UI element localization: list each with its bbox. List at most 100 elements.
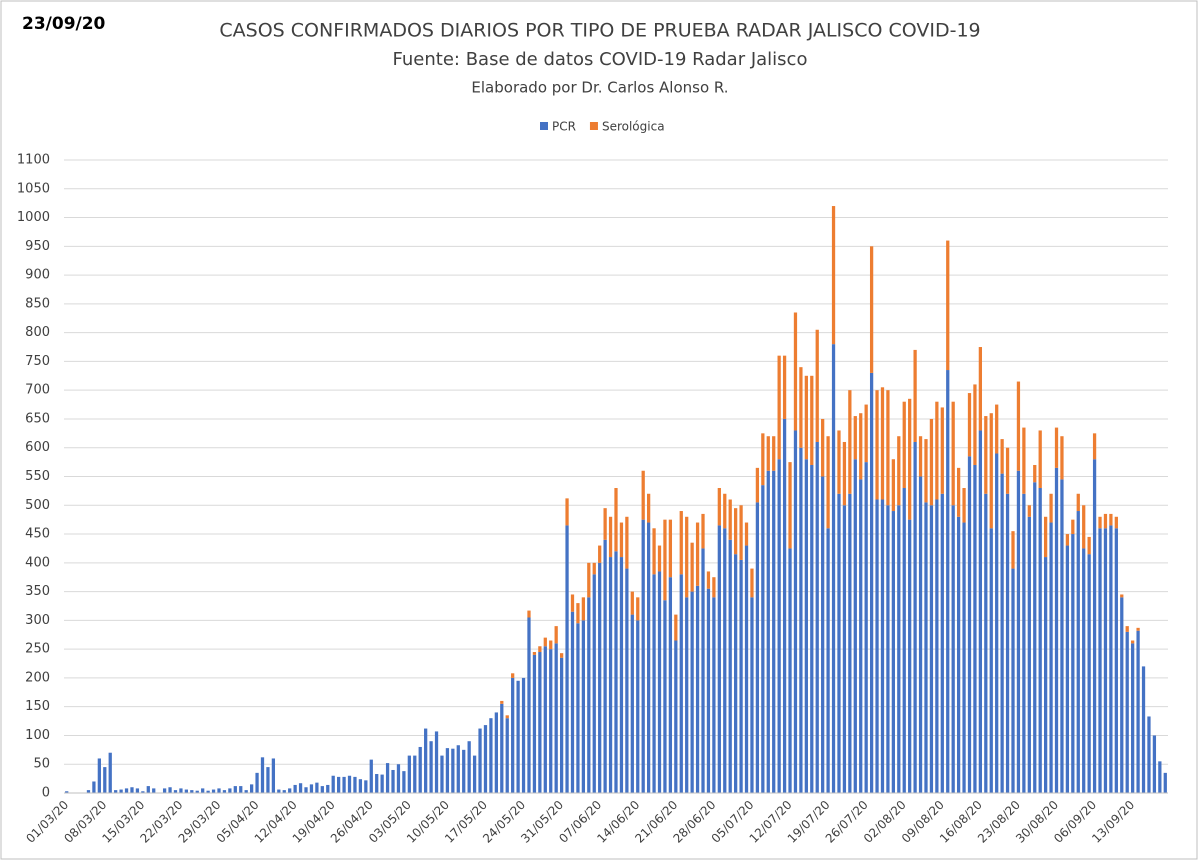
bar-segment <box>1125 631 1129 793</box>
bar-segment <box>293 784 297 793</box>
bar-segment <box>168 787 172 793</box>
bar-segment <box>810 375 814 465</box>
bar-segment <box>581 597 586 621</box>
bar-segment <box>984 416 988 494</box>
y-tick-label: 1000 <box>17 210 50 225</box>
bar-segment <box>880 499 885 793</box>
bar-segment <box>831 344 836 793</box>
bar-segment <box>766 436 770 471</box>
bar-segment <box>619 522 624 558</box>
bar-segment <box>559 657 564 793</box>
bar-segment <box>935 499 939 793</box>
bar-segment <box>842 505 847 793</box>
bar-segment <box>1076 493 1080 512</box>
bar-segment <box>864 462 868 793</box>
bar-segment <box>559 653 564 658</box>
bar-segment <box>619 557 624 793</box>
bar-segment <box>630 614 634 793</box>
bar-segment <box>717 525 721 793</box>
bar-segment <box>962 522 966 793</box>
bar-segment <box>679 511 683 575</box>
bar-segment <box>97 758 101 793</box>
bar-segment <box>103 767 107 793</box>
bar-segment <box>592 574 596 793</box>
bar-segment <box>1125 626 1129 632</box>
bar-segment <box>995 404 999 454</box>
bar-segment <box>761 485 765 793</box>
bar-segment <box>891 459 895 512</box>
date: 23/09/20 <box>22 14 106 34</box>
bar-segment <box>880 387 885 500</box>
bar-segment <box>853 459 857 793</box>
chart-subtitle: Fuente: Base de datos COVID-19 Radar Jal… <box>393 49 808 70</box>
bar-segment <box>364 780 368 793</box>
bar-segment <box>277 789 281 793</box>
bar-segment <box>396 764 401 793</box>
y-tick-label: 900 <box>25 268 50 283</box>
y-tick-label: 650 <box>25 411 50 426</box>
bar-segment <box>929 418 934 506</box>
bar-segment <box>1087 536 1091 555</box>
bar-segment <box>152 788 156 793</box>
bar-segment <box>331 775 335 793</box>
bar-segment <box>625 568 629 793</box>
bar-segment <box>875 390 879 500</box>
bar-segment <box>869 246 874 373</box>
bar-segment <box>1141 666 1146 793</box>
bar-segment <box>766 470 770 793</box>
bar-segment <box>1005 447 1010 494</box>
bar-segment <box>728 499 732 540</box>
bar-segment <box>1060 436 1064 480</box>
bar-segment <box>614 551 618 793</box>
bar-segment <box>108 752 112 793</box>
bar-segment <box>717 488 721 526</box>
bar-segment <box>114 790 118 793</box>
bar-segment <box>462 749 466 793</box>
bar-segment <box>369 759 373 793</box>
bar-segment <box>636 620 640 793</box>
bar-segment <box>826 528 830 793</box>
bar-segment <box>989 528 993 793</box>
bar-segment <box>92 781 96 793</box>
bar-segment <box>146 786 150 793</box>
bar-segment <box>456 745 460 793</box>
bar-segment <box>554 643 558 793</box>
bar-segment <box>793 430 798 793</box>
bar-segment <box>652 528 656 575</box>
bar-segment <box>739 505 743 560</box>
bar-segment <box>549 640 553 650</box>
bar-segment <box>228 788 232 793</box>
y-tick-label: 1050 <box>17 181 50 196</box>
bar-segment <box>956 467 961 517</box>
bar-segment <box>886 390 890 506</box>
bar-segment <box>130 787 134 793</box>
bar-segment <box>788 462 792 549</box>
bar-segment <box>815 441 819 793</box>
bar-segment <box>1005 493 1010 793</box>
bar-segment <box>554 626 558 644</box>
bar-segment <box>690 542 694 592</box>
bar-segment <box>859 479 863 793</box>
bar-segment <box>141 791 145 793</box>
y-tick-label: 850 <box>25 296 50 311</box>
bar-segment <box>869 372 874 793</box>
bar-segment <box>249 784 254 793</box>
bar-segment <box>222 790 227 793</box>
bar-segment <box>592 562 596 575</box>
bar-segment <box>217 788 221 793</box>
bar-segment <box>260 757 265 793</box>
y-tick-label: 0 <box>42 786 50 801</box>
bar-segment <box>782 418 787 793</box>
legend-swatch <box>540 122 548 130</box>
bar-segment <box>701 513 705 549</box>
bar-segment <box>119 789 123 793</box>
bar-segment <box>918 436 923 477</box>
bar-segment <box>135 788 140 793</box>
bar-segment <box>989 413 993 529</box>
bar-segment <box>201 788 205 793</box>
bar-segment <box>598 562 602 793</box>
bar-segment <box>1136 630 1140 793</box>
bar-segment <box>777 355 781 460</box>
bar-segment <box>1071 519 1075 535</box>
bar-segment <box>179 788 183 793</box>
